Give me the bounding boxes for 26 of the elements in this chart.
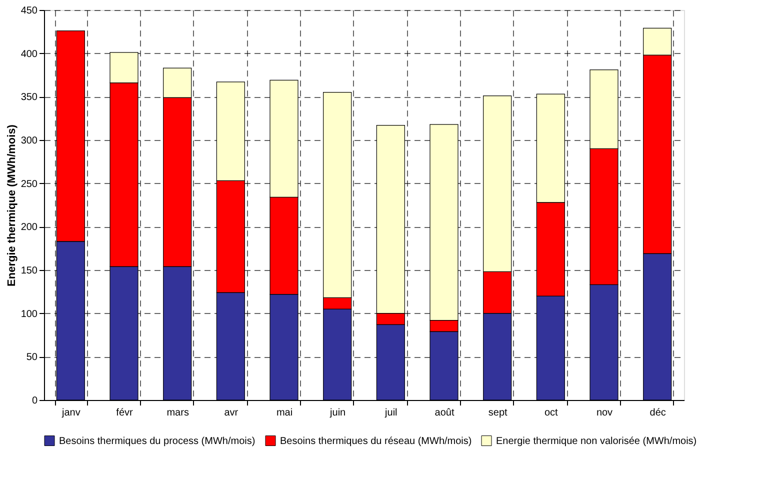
- x-tick-label: avr: [224, 408, 239, 418]
- x-tick-label: août: [434, 408, 454, 418]
- x-tick-label: mars: [166, 408, 189, 418]
- x-tick-label: sept: [488, 408, 508, 418]
- x-tick-label: nov: [596, 408, 613, 418]
- x-tick-label: déc: [650, 408, 666, 418]
- x-tick-label: mai: [276, 408, 293, 418]
- y-tick-label: 150: [20, 266, 38, 276]
- x-tick-label: janv: [60, 408, 80, 418]
- x-tick-label: juil: [384, 408, 398, 418]
- x-tick-label: oct: [544, 408, 558, 418]
- legend-label: Besoins thermiques du process (MWh/mois): [59, 436, 256, 447]
- y-tick-label: 250: [20, 178, 38, 190]
- y-tick-label: 100: [20, 308, 38, 320]
- y-tick-label: 50: [26, 352, 38, 364]
- y-tick-label: 350: [20, 92, 38, 104]
- y-axis-title: Energie thermique (MWh/mois): [6, 124, 18, 286]
- legend-label: Energie thermique non valorisée (MWh/mois): [496, 436, 697, 447]
- x-tick-label: févr: [116, 408, 134, 418]
- y-tick-label: 0: [32, 396, 38, 406]
- x-tick-label: juin: [329, 408, 346, 418]
- y-tick-label: 300: [20, 136, 38, 146]
- y-tick-label: 400: [20, 48, 38, 60]
- y-tick-label: 200: [20, 222, 38, 234]
- y-tick-label: 450: [20, 6, 38, 16]
- legend-label: Besoins thermiques du réseau (MWh/mois): [280, 436, 472, 447]
